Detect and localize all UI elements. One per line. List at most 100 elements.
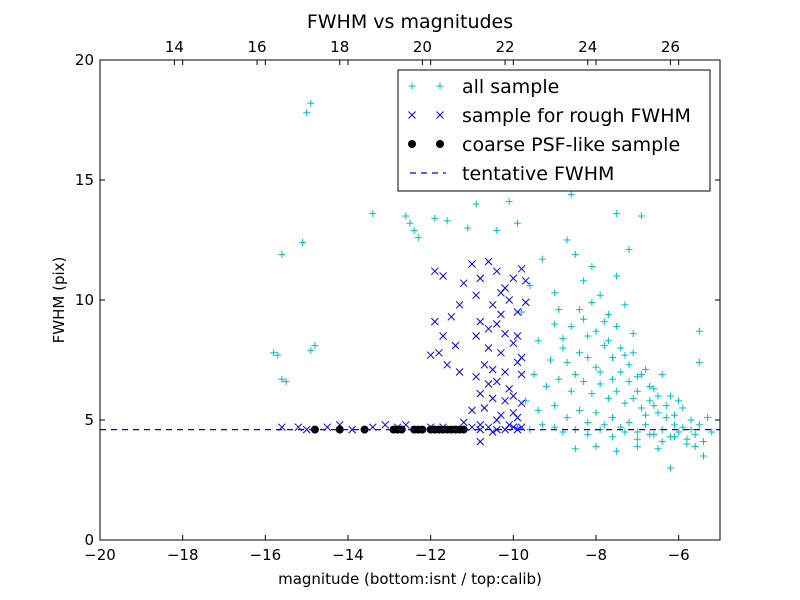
series-0-point-12 [406, 219, 414, 227]
series-0-point-75 [621, 399, 629, 407]
series-1-point-34-b [468, 260, 476, 268]
series-0-point-44 [580, 277, 588, 285]
series-0-point-145 [637, 370, 645, 378]
series-0-point-96 [625, 418, 633, 426]
series-0-point-72 [596, 380, 604, 388]
y-tick-label-3: 15 [75, 171, 94, 189]
series-0-point-77 [637, 404, 645, 412]
series-0-point-21 [513, 219, 521, 227]
top-tick-label-0: 14 [165, 38, 184, 56]
series-1-point-41 [521, 276, 530, 285]
series-0-point-34 [695, 327, 703, 335]
series-1-point-74-b [476, 420, 485, 429]
series-1-point-59-b [455, 368, 464, 376]
series-1-point-78 [459, 418, 468, 427]
series-1-point-35 [476, 274, 485, 283]
series-1-point-39-b [509, 274, 518, 283]
series-0-point-114 [609, 433, 617, 441]
series-0-point-141 [621, 351, 629, 359]
series-0-point-64 [658, 370, 666, 378]
series-1-point-53-b [509, 339, 518, 348]
series-1-point-31-b [430, 267, 439, 276]
series-1-point-2 [302, 425, 311, 434]
series-0-point-30 [625, 246, 633, 254]
series-0-point-136 [600, 318, 608, 326]
series-1-point-53 [509, 339, 518, 348]
series-1-point-2-b [302, 425, 311, 434]
series-1-point-22 [513, 425, 522, 434]
series-1-point-7-b [381, 420, 390, 429]
series-0-point-124 [633, 442, 641, 450]
series-1-point-80-b [484, 324, 493, 333]
series-0-point-71 [588, 390, 596, 398]
series-0-point-152 [675, 397, 683, 405]
series-0-point-94 [609, 414, 617, 422]
series-0-point-0 [307, 99, 315, 107]
series-0-point-138 [609, 375, 617, 383]
series-0-point-149 [654, 392, 662, 400]
series-1-point-27 [451, 341, 460, 350]
series-1-point-20 [476, 437, 485, 446]
series-0-point-120 [683, 440, 691, 448]
series-0-point-49 [621, 301, 629, 309]
legend-swatch-1-b-b [436, 111, 444, 119]
series-0-point-14 [414, 234, 422, 242]
series-0-point-129 [571, 370, 579, 378]
series-1-point-24 [430, 317, 439, 326]
series-1-point-32 [439, 272, 447, 280]
series-1-point-40-b [517, 264, 526, 273]
x-tick-label-4: −12 [415, 546, 447, 564]
series-1-point-69-b [468, 406, 476, 415]
series-0-point-32 [691, 442, 699, 450]
series-0-point-115 [621, 428, 629, 436]
series-0-point-102 [675, 428, 683, 436]
series-1-point-64 [517, 370, 526, 379]
series-1-point-14-b [468, 423, 476, 432]
series-0-point-90 [575, 406, 583, 414]
series-1-point-26 [447, 312, 456, 321]
series-1-point-60-b [472, 372, 480, 381]
series-1-point-45 [505, 296, 514, 304]
series-1-point-28 [435, 348, 443, 357]
series-0-point-126 [551, 320, 559, 328]
series-0-point-88 [551, 402, 559, 410]
series-1-point-48-b [492, 320, 501, 328]
legend-swatch-2-a [408, 140, 416, 148]
series-0-point-29 [613, 210, 621, 218]
series-1-point-63 [505, 384, 514, 393]
series-0-point-37 [526, 282, 534, 290]
series-1-point-42-b [472, 291, 480, 300]
series-1-point-82 [521, 298, 530, 307]
series-0-point-92 [592, 409, 600, 417]
x-tick-label-1: −18 [167, 546, 199, 564]
series-0-point-89 [563, 414, 571, 422]
series-1-point-24-b [430, 317, 439, 326]
series-1-point-51-b [484, 344, 493, 352]
legend-swatch-1-a-b [408, 111, 416, 119]
series-0-point-38 [538, 255, 546, 263]
series-0-point-59 [617, 368, 625, 376]
legend-frame [397, 69, 711, 192]
top-tick-label-5: 24 [578, 38, 597, 56]
series-0-point-147 [646, 382, 654, 390]
series-0-point-18 [472, 200, 480, 208]
series-1-point-80 [484, 324, 493, 333]
legend-swatch-1-b [436, 111, 444, 119]
series-0-point-78 [646, 397, 654, 405]
series-1-point-32-b [439, 272, 447, 280]
series-1-point-49-b [501, 329, 509, 338]
series-1-point-61 [484, 380, 493, 388]
series-1-point-58-b [513, 358, 522, 367]
series-1-point-40 [517, 264, 526, 273]
series-1-point-73-b [517, 399, 526, 408]
series-0-point-83 [687, 416, 695, 424]
series-0-point-1 [303, 109, 311, 117]
series-1-point-46 [513, 308, 522, 316]
series-0-point-40 [563, 236, 571, 244]
series-1-point-30 [455, 300, 464, 309]
series-0-point-46 [596, 291, 604, 299]
series-1-point-83 [426, 351, 435, 360]
series-0-point-74 [613, 387, 621, 395]
series-1-point-52 [497, 348, 505, 357]
series-0-point-133 [588, 298, 596, 306]
